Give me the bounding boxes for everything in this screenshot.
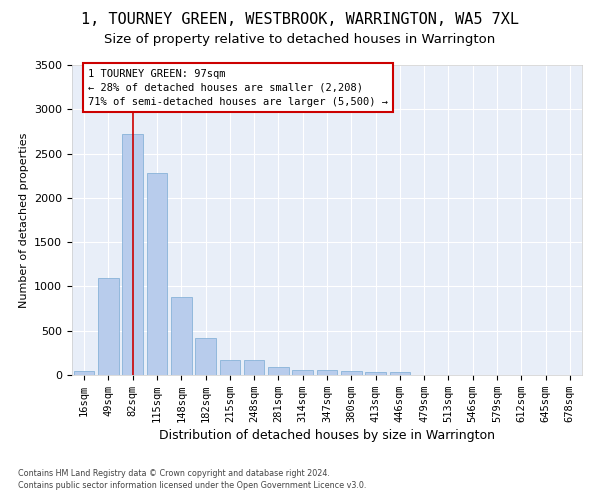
Bar	[74, 370, 94, 375]
Bar	[171, 297, 191, 375]
Bar	[268, 366, 289, 375]
Bar	[220, 360, 240, 375]
Text: Contains HM Land Registry data © Crown copyright and database right 2024.: Contains HM Land Registry data © Crown c…	[18, 468, 330, 477]
X-axis label: Distribution of detached houses by size in Warrington: Distribution of detached houses by size …	[159, 429, 495, 442]
Bar	[146, 173, 167, 375]
Bar	[195, 338, 216, 375]
Bar	[365, 372, 386, 375]
Text: 1 TOURNEY GREEN: 97sqm
← 28% of detached houses are smaller (2,208)
71% of semi-: 1 TOURNEY GREEN: 97sqm ← 28% of detached…	[88, 68, 388, 106]
Text: Contains public sector information licensed under the Open Government Licence v3: Contains public sector information licen…	[18, 481, 367, 490]
Text: 1, TOURNEY GREEN, WESTBROOK, WARRINGTON, WA5 7XL: 1, TOURNEY GREEN, WESTBROOK, WARRINGTON,…	[81, 12, 519, 28]
Bar	[122, 134, 143, 375]
Bar	[244, 360, 265, 375]
Y-axis label: Number of detached properties: Number of detached properties	[19, 132, 29, 308]
Bar	[389, 372, 410, 375]
Bar	[98, 278, 119, 375]
Text: Size of property relative to detached houses in Warrington: Size of property relative to detached ho…	[104, 32, 496, 46]
Bar	[292, 370, 313, 375]
Bar	[341, 370, 362, 375]
Bar	[317, 370, 337, 375]
